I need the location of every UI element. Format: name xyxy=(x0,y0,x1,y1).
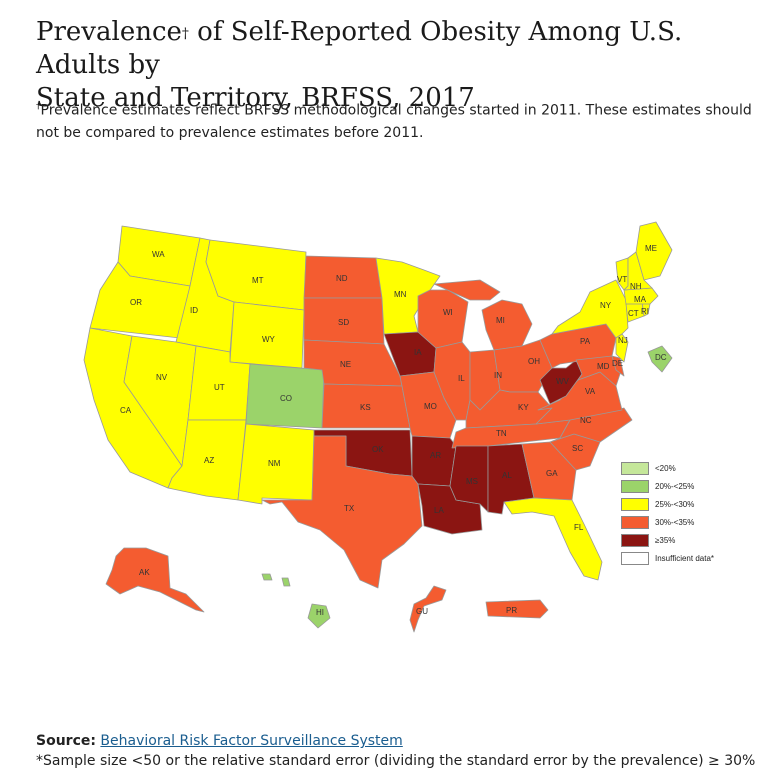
footnote: *Sample size <50 or the relative standar… xyxy=(36,753,756,769)
label-PA: PA xyxy=(580,337,591,346)
label-WA: WA xyxy=(152,250,165,259)
legend-item: 30%-<35% xyxy=(621,513,714,531)
label-MO: MO xyxy=(424,402,437,411)
label-VA: VA xyxy=(585,387,596,396)
label-DC: DC xyxy=(655,353,667,362)
label-MD: MD xyxy=(597,362,610,371)
label-MI: MI xyxy=(496,316,505,325)
label-ID: ID xyxy=(190,306,198,315)
map-legend: <20% 20%-<25% 25%-<30% 30%-<35% ≥35% Ins… xyxy=(621,459,714,567)
legend-swatch xyxy=(621,533,649,547)
state-DE xyxy=(611,355,625,377)
label-NY: NY xyxy=(600,301,612,310)
label-AR: AR xyxy=(430,451,441,460)
state-ME xyxy=(635,221,673,281)
state-NJ xyxy=(615,333,629,363)
state-GU xyxy=(409,585,447,633)
label-SD: SD xyxy=(338,318,349,327)
state-PR xyxy=(485,599,549,619)
state-GA xyxy=(521,441,577,501)
state-DC xyxy=(647,345,673,373)
label-HI: HI xyxy=(316,608,324,617)
label-OK: OK xyxy=(372,445,384,454)
legend-item: 20%-<25% xyxy=(621,477,714,495)
label-NV: NV xyxy=(156,373,168,382)
state-WI xyxy=(417,289,469,349)
source-line: Source: Behavioral Risk Factor Surveilla… xyxy=(36,731,403,751)
label-MN: MN xyxy=(394,290,407,299)
label-NM: NM xyxy=(268,459,281,468)
label-UT: UT xyxy=(214,383,225,392)
label-NH: NH xyxy=(630,282,642,291)
label-CT: CT xyxy=(628,309,639,318)
label-RI: RI xyxy=(641,307,649,316)
state-KY xyxy=(465,389,553,429)
source-link[interactable]: Behavioral Risk Factor Surveillance Syst… xyxy=(100,733,403,749)
label-SC: SC xyxy=(572,444,583,453)
label-GU: GU xyxy=(416,607,428,616)
label-WY: WY xyxy=(262,335,276,344)
label-CA: CA xyxy=(120,406,132,415)
legend-swatch xyxy=(621,461,649,475)
dagger-mark: † xyxy=(181,26,189,42)
label-FL: FL xyxy=(574,523,584,532)
state-HI xyxy=(261,573,331,629)
label-WI: WI xyxy=(443,308,453,317)
label-MA: MA xyxy=(634,295,647,304)
label-VT: VT xyxy=(617,275,627,284)
label-MS: MS xyxy=(466,477,478,486)
label-PR: PR xyxy=(506,606,517,615)
legend-swatch xyxy=(621,515,649,529)
label-CO: CO xyxy=(280,394,292,403)
label-GA: GA xyxy=(546,469,558,478)
legend-swatch xyxy=(621,479,649,493)
state-AK xyxy=(105,547,205,613)
state-labels: WA OR CA ID NV MT WY UT AZ CO NM ND SD N… xyxy=(120,244,667,617)
label-AZ: AZ xyxy=(204,456,214,465)
source-label: Source: xyxy=(36,733,96,749)
state-FL xyxy=(503,497,603,581)
label-KS: KS xyxy=(360,403,371,412)
state-MI xyxy=(433,279,533,351)
label-TN: TN xyxy=(496,429,507,438)
label-OH: OH xyxy=(528,357,540,366)
label-NE: NE xyxy=(340,360,351,369)
legend-swatch xyxy=(621,551,649,565)
label-MT: MT xyxy=(252,276,264,285)
label-NC: NC xyxy=(580,416,592,425)
state-NY xyxy=(551,279,629,339)
legend-item: Insufficient data* xyxy=(621,549,714,567)
label-IL: IL xyxy=(458,374,465,383)
label-ND: ND xyxy=(336,274,348,283)
us-obesity-map: WA OR CA ID NV MT WY UT AZ CO NM ND SD N… xyxy=(83,221,673,633)
label-WV: WV xyxy=(556,377,570,386)
legend-item: ≥35% xyxy=(621,531,714,549)
chart-title: Prevalence† of Self-Reported Obesity Amo… xyxy=(36,17,683,113)
label-NJ: NJ xyxy=(618,336,628,345)
legend-item: 25%-<30% xyxy=(621,495,714,513)
label-AL: AL xyxy=(502,471,512,480)
label-TX: TX xyxy=(344,504,355,513)
label-OR: OR xyxy=(130,298,142,307)
state-TX xyxy=(261,435,423,589)
state-AR xyxy=(411,435,457,487)
methodology-note: †Prevalence estimates reflect BRFSS meth… xyxy=(36,102,752,141)
legend-item: <20% xyxy=(621,459,714,477)
label-IN: IN xyxy=(494,371,502,380)
legend-swatch xyxy=(621,497,649,511)
label-AK: AK xyxy=(139,568,150,577)
label-DE: DE xyxy=(612,359,623,368)
label-LA: LA xyxy=(434,506,444,515)
label-ME: ME xyxy=(645,244,657,253)
label-KY: KY xyxy=(518,403,529,412)
label-IA: IA xyxy=(414,348,422,357)
